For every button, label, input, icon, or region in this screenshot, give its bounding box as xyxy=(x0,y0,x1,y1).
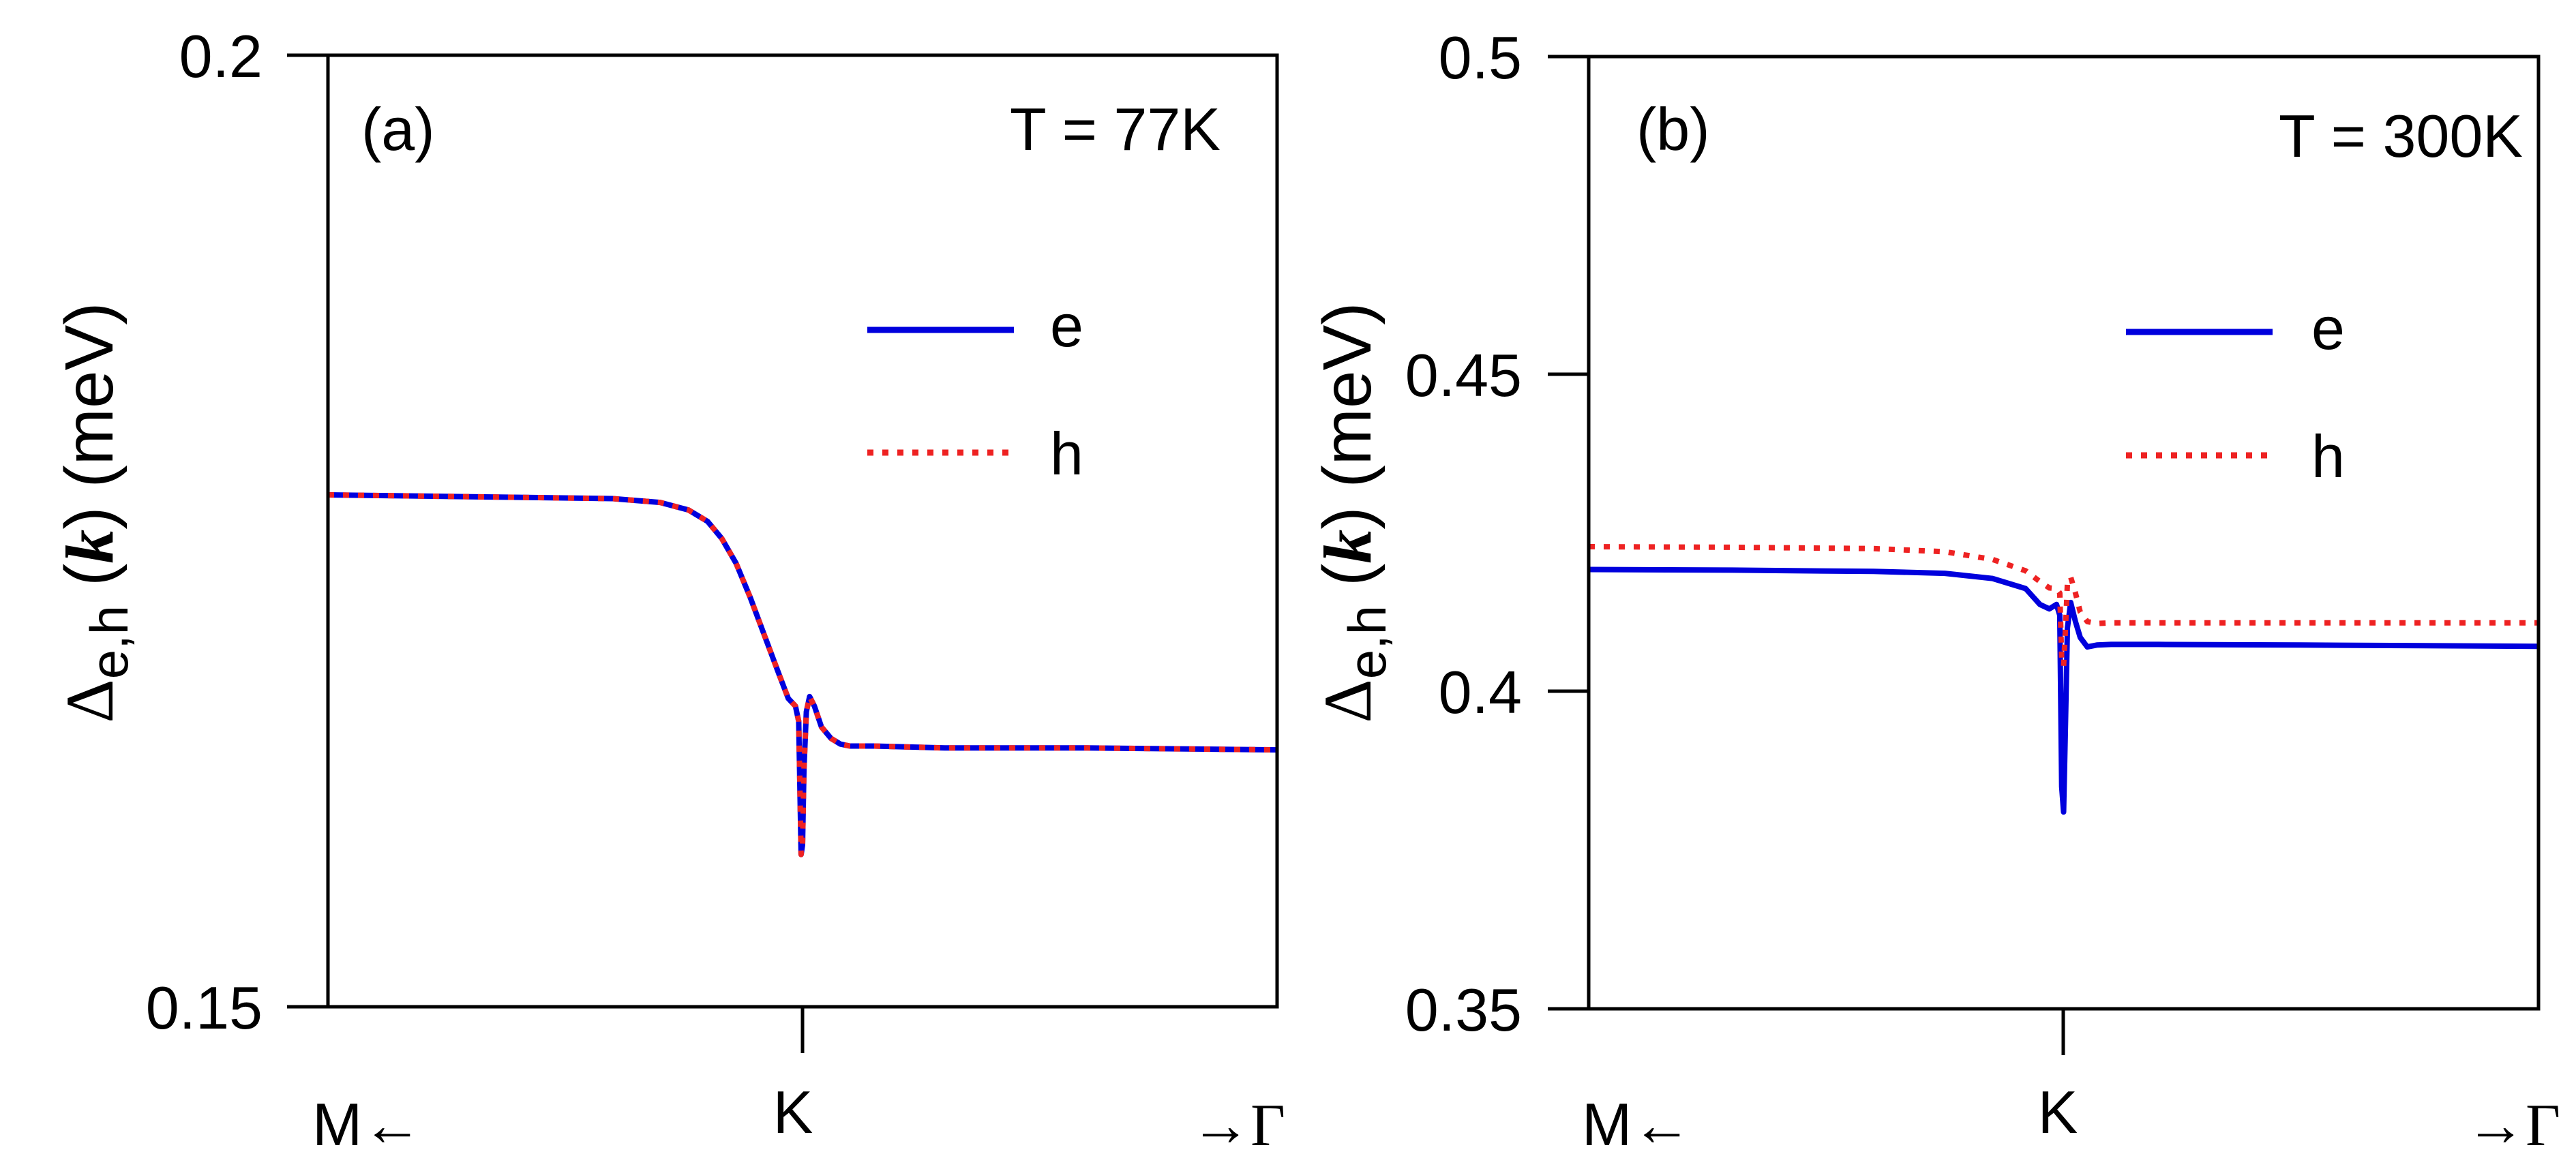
y-label-k: k xyxy=(52,530,128,564)
temperature-annotation: T = 300K xyxy=(2279,102,2523,170)
y-tick-label-bottom: 0.15 xyxy=(146,974,263,1042)
x-edge-label-right: →Γ xyxy=(1190,1093,1285,1159)
panel-label: (a) xyxy=(361,95,435,163)
legend-label-h: h xyxy=(2311,423,2345,490)
legend-label-h: h xyxy=(1050,420,1083,487)
legend-label-e: e xyxy=(1050,292,1083,359)
panel-a: Δe,h (k) (meV) 0.2 0.15 K M← →Γ (a) T = … xyxy=(51,22,1285,1159)
y-axis-label: Δe,h (k) (meV) xyxy=(1309,302,1397,723)
y-label-paren-close: ) xyxy=(1309,506,1386,529)
series-line-h xyxy=(328,492,1277,857)
panel-b: Δe,h (k) (meV) 0.5 0.45 0.4 0.35 K M← →Γ… xyxy=(1309,24,2560,1159)
legend: e h xyxy=(2126,294,2345,490)
plot-frame xyxy=(1587,55,2541,1011)
y-tick-label-1: 0.45 xyxy=(1405,341,1522,409)
y-tick-label-0: 0.5 xyxy=(1439,24,1522,91)
x-tick-label-k: K xyxy=(773,1078,813,1146)
plot-frame xyxy=(326,53,1279,1009)
x-tick-label-k: K xyxy=(2038,1078,2078,1146)
y-label-subscript: e,h xyxy=(1337,605,1397,679)
y-label-k: k xyxy=(1310,530,1386,564)
series-line-e xyxy=(1589,566,2538,815)
x-edge-label-left: M← xyxy=(312,1091,422,1158)
x-edge-label-right: →Γ xyxy=(2466,1093,2560,1159)
y-tick-label-2: 0.4 xyxy=(1439,658,1522,726)
legend: e h xyxy=(867,292,1083,487)
y-label-delta: Δ xyxy=(1310,679,1386,723)
y-label-paren-open: ( xyxy=(1309,564,1386,586)
legend-label-e: e xyxy=(2311,294,2345,362)
temperature-annotation: T = 77K xyxy=(1010,95,1220,163)
y-ticks: 0.2 0.15 xyxy=(146,22,328,1042)
y-axis-label: Δe,h (k) (meV) xyxy=(51,302,139,723)
series-line-h xyxy=(1589,544,2538,669)
y-tick-label-3: 0.35 xyxy=(1405,976,1522,1044)
y-label-paren-open: ( xyxy=(51,564,128,586)
y-label-unit: (meV) xyxy=(51,302,128,487)
y-label-paren-close: ) xyxy=(51,506,128,529)
y-label-delta: Δ xyxy=(52,679,128,723)
panel-label: (b) xyxy=(1636,95,1710,163)
series-line-e xyxy=(328,492,1277,857)
y-label-unit: (meV) xyxy=(1309,302,1386,487)
y-label-subscript: e,h xyxy=(79,605,139,679)
y-ticks: 0.5 0.45 0.4 0.35 xyxy=(1405,24,1589,1044)
x-edge-label-left: M← xyxy=(1582,1091,1692,1158)
y-tick-label-top: 0.2 xyxy=(179,22,263,90)
